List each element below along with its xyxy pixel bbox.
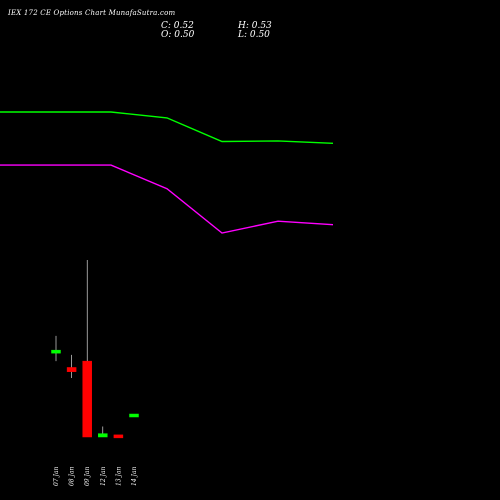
ma-line-2 bbox=[0, 164, 334, 234]
candle-08-jan bbox=[66, 354, 77, 378]
date-label: 08 Jan bbox=[69, 466, 76, 486]
chart-title: IEX 172 CE Options Chart MunafaSutra.com bbox=[8, 9, 176, 17]
candle-09-jan bbox=[82, 260, 92, 438]
candle-body bbox=[98, 433, 108, 438]
high-value: H: 0.53 bbox=[238, 21, 272, 31]
candle-body bbox=[51, 349, 61, 354]
low-value: L: 0.50 bbox=[238, 30, 270, 40]
candle-body bbox=[82, 360, 92, 438]
candle-body bbox=[113, 434, 124, 439]
date-label: 07 Jan bbox=[53, 466, 60, 486]
candle-14-jan bbox=[129, 413, 139, 418]
close-value: C: 0.52 bbox=[161, 21, 194, 31]
candle-body bbox=[129, 413, 139, 418]
date-label: 12 Jan bbox=[100, 466, 107, 486]
candle-07-jan bbox=[51, 335, 61, 362]
date-label: 13 Jan bbox=[115, 466, 122, 486]
date-label: 14 Jan bbox=[131, 466, 138, 486]
moving-averages bbox=[0, 111, 334, 234]
candles bbox=[51, 260, 139, 439]
ma-line-1 bbox=[0, 111, 334, 144]
date-label: 09 Jan bbox=[84, 466, 91, 486]
candle-13-jan bbox=[113, 434, 124, 439]
candle-12-jan bbox=[98, 426, 108, 438]
candle-body bbox=[66, 367, 77, 372]
open-value: O: 0.50 bbox=[161, 30, 195, 40]
date-labels: 07 Jan 08 Jan 09 Jan 12 Jan 13 Jan 14 Jan bbox=[53, 466, 138, 486]
